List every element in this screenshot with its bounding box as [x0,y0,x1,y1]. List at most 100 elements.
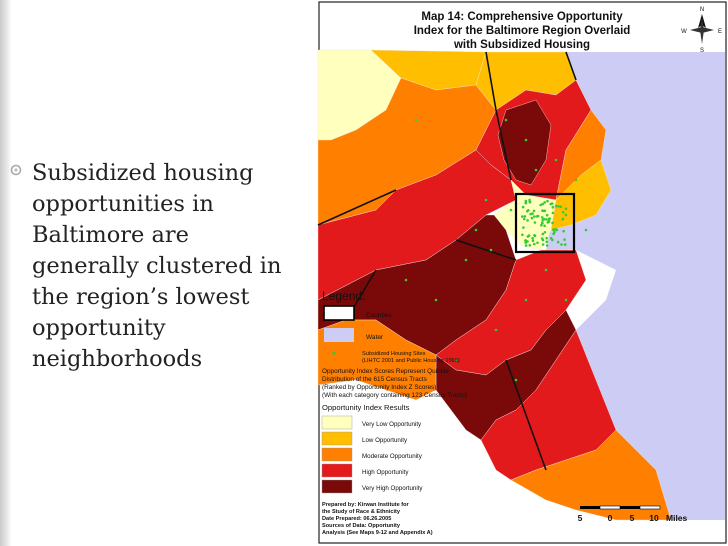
housing-site-dot [541,243,545,246]
housing-site-dot [522,217,526,221]
map-figure: Map 14: Comprehensive Opportunity Index … [316,0,728,546]
legend-swatch-very-low [321,415,353,430]
compass-arms-icon [690,18,714,44]
legend-desc-line2: Distribution of the 615 Census Tracts [322,376,427,383]
credits-line1: Prepared by: Kirwan Institute for [322,502,410,508]
housing-site-dot [562,229,565,233]
housing-site-dot [545,244,549,247]
legend-sites-line1: Subsidized Housing Sites [362,351,426,357]
legend-sites-line2: (LIHTC 2001 and Public Housing 1998) [362,358,460,364]
scale-tick-0: 0 [608,513,613,523]
compass-rose: N S W E [681,7,722,54]
scale-bar-segment-3 [620,506,640,509]
map-title-line1: Map 14: Comprehensive Opportunity [421,11,623,23]
housing-site-dot [540,224,543,227]
scale-bar-segment-2 [599,505,621,510]
housing-site-dot [540,221,544,225]
housing-site-dot [533,215,536,218]
housing-site-dot [549,202,552,206]
housing-site-dot [560,243,563,246]
housing-site-dot [533,242,536,246]
housing-site-dot [553,230,556,234]
legend-results-heading: Opportunity Index Results [322,403,410,412]
housing-site-dot [521,205,525,209]
scale-bar: 5 0 5 10 Miles [578,505,688,523]
legend-swatch-very-high [321,479,353,494]
baltimore-city-boundary [514,192,576,254]
housing-site-dot [489,248,493,252]
legend-water-label: Water [366,334,384,341]
legend-site-dot [332,351,336,355]
housing-site-dot [541,202,544,206]
housing-site-dot [543,201,546,204]
compass-w: W [681,29,687,35]
bullet-text: Subsidized housing opportunities in Balt… [32,160,282,372]
housing-site-dot [545,218,548,221]
map-svg: Map 14: Comprehensive Opportunity Index … [316,0,728,546]
bullet-icon [10,164,22,176]
region-very-high-north [497,99,552,186]
map-title-line3: with Subsidized Housing [453,39,590,51]
scale-bar-segment-4 [639,505,661,510]
housing-site-dot [563,243,567,246]
housing-site-dot [521,233,524,237]
housing-site-dot [556,240,560,244]
housing-site-dot [545,236,548,240]
map-title-line2: Index for the Baltimore Region Overlaid [414,25,631,37]
housing-site-dot [545,213,549,217]
legend-label-very-low: Very Low Opportunity [362,421,422,428]
housing-site-dot [504,118,508,122]
housing-site-dot [557,205,560,208]
housing-site-dot [553,228,557,231]
credits-line3: Date Prepared: 06.26.2005 [322,516,391,522]
housing-site-dot [549,236,553,240]
housing-site-dot [434,298,438,302]
housing-site-dot [526,219,529,222]
housing-site-dot [522,226,525,229]
housing-site-dot [554,204,558,208]
housing-site-dot [414,118,418,122]
housing-site-dot [529,212,532,216]
housing-site-dot [404,278,408,282]
housing-site-dot [554,158,558,162]
housing-site-dot [534,168,538,172]
housing-site-dot [544,268,548,272]
housing-site-dot [526,240,529,243]
housing-site-dot [561,217,565,221]
legend-counties-swatch [323,305,355,321]
housing-site-dot [541,232,545,236]
housing-site-dot [528,244,532,247]
housing-site-dot [494,328,498,332]
housing-site-dot [551,211,555,215]
housing-site-dot [535,215,539,218]
scale-bar-segment-1 [580,506,600,509]
legend-heading: Legend: [322,289,365,303]
housing-site-dot [542,209,545,213]
housing-site-dot [541,238,545,242]
housing-site-dot [524,239,527,242]
housing-site-dot [523,215,527,218]
scale-units: Miles [666,513,688,523]
legend-label-low: Low Opportunity [362,437,408,444]
legend: Legend: Counties Water Subsidized Housin… [321,289,467,494]
scale-tick-5-left: 5 [578,513,583,523]
housing-site-dot [536,241,539,245]
housing-site-dot [561,210,565,214]
housing-site-dot [574,178,578,182]
county-boundaries [317,51,577,471]
housing-site-dot [551,206,555,209]
credits-line4: Sources of Data: Opportunity [322,523,401,529]
scale-tick-10: 10 [649,513,659,523]
housing-site-dot [559,205,563,208]
housing-site-dot [543,231,547,234]
housing-site-dot [564,298,568,302]
housing-site-dot [524,201,528,205]
housing-site-dot [545,240,549,243]
legend-desc-line4: (With each category containing 123 Censu… [322,392,467,399]
housing-site-dot [543,224,546,228]
legend-water-swatch [324,328,354,342]
scale-tick-5: 5 [630,513,635,523]
legend-label-very-high: Very High Opportunity [362,485,423,492]
legend-label-moderate: Moderate Opportunity [362,453,423,460]
